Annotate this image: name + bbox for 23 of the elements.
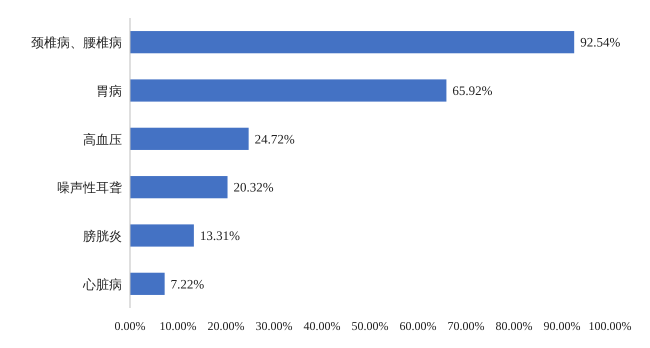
x-tick-label: 80.00% — [496, 319, 532, 333]
data-label: 20.32% — [234, 180, 274, 195]
x-tick-label: 40.00% — [304, 319, 340, 333]
data-label: 24.72% — [254, 131, 295, 146]
x-tick-label: 0.00% — [114, 319, 146, 333]
y-tick-label: 胃病 — [96, 84, 122, 98]
x-tick-label: 30.00% — [256, 319, 292, 333]
x-tick-label: 10.00% — [160, 319, 196, 333]
x-tick-label: 50.00% — [352, 319, 388, 333]
y-tick-label: 噪声性耳聋 — [57, 180, 122, 196]
data-label: 92.54% — [580, 34, 620, 50]
x-tick-label: 20.00% — [208, 319, 244, 333]
data-label: 13.31% — [200, 228, 240, 243]
x-tick-label: 100.00% — [588, 319, 632, 333]
y-tick-label: 高血压 — [83, 132, 122, 147]
x-tick-label: 90.00% — [544, 319, 580, 333]
data-label: 7.22% — [170, 276, 204, 292]
y-tick-label: 膀胱炎 — [83, 228, 122, 244]
x-tick-label: 70.00% — [448, 319, 484, 333]
data-label: 65.92% — [452, 83, 493, 98]
x-tick-label: 60.00% — [400, 319, 436, 333]
y-tick-label: 心脏病 — [82, 276, 122, 292]
y-tick-label: 颈椎病、腰椎病 — [31, 35, 122, 50]
